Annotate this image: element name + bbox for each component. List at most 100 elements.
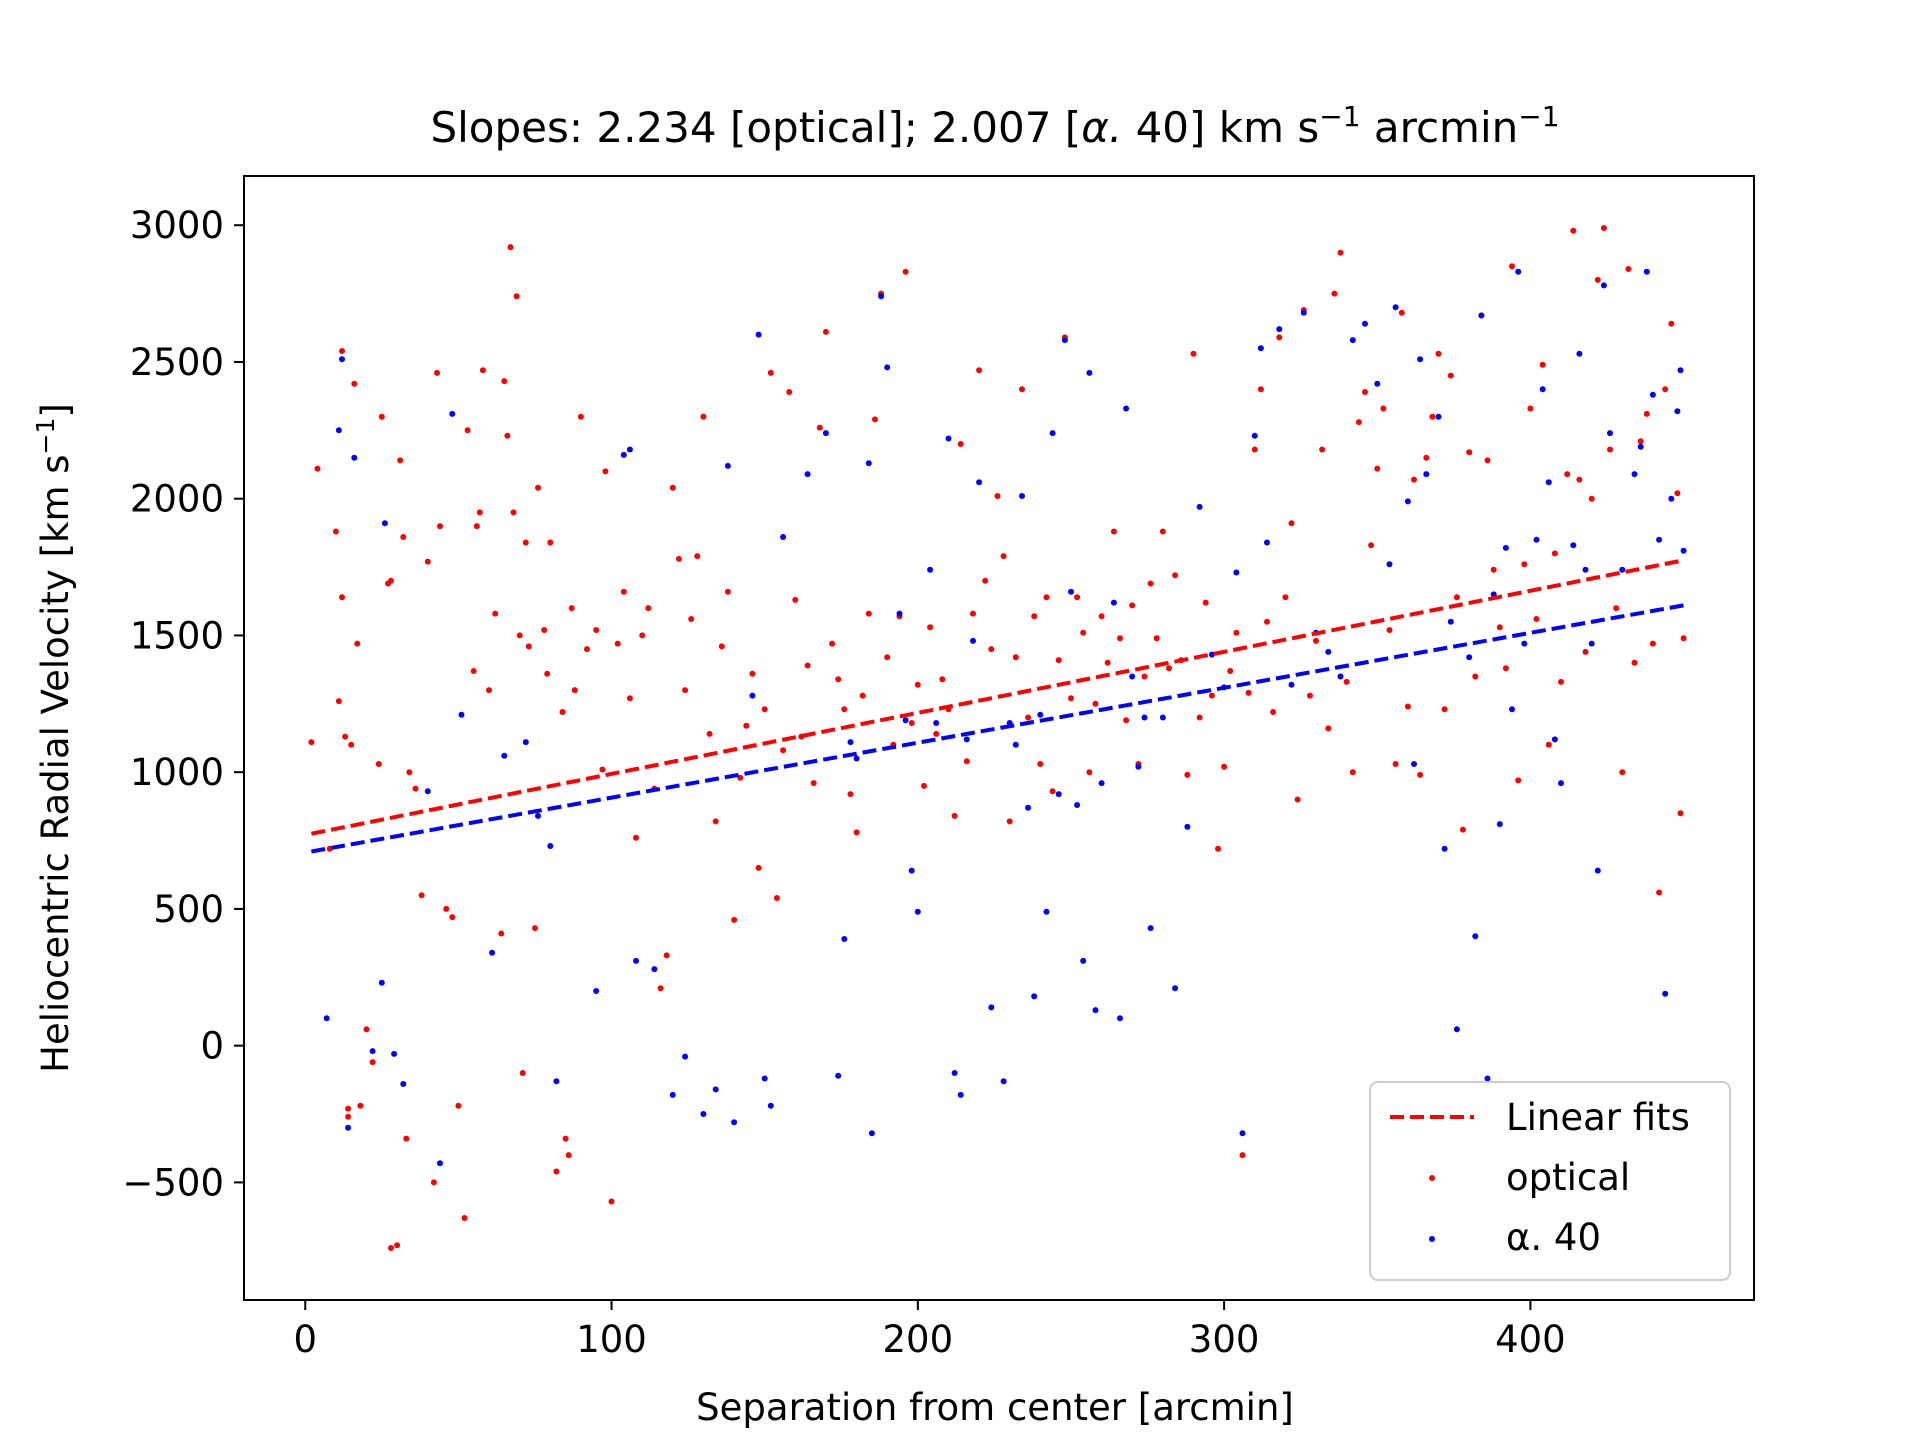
data-point — [902, 717, 909, 724]
data-point — [1533, 536, 1540, 543]
data-point — [562, 1135, 569, 1142]
data-point — [1196, 503, 1203, 510]
data-point — [434, 369, 440, 376]
data-point — [412, 785, 419, 792]
data-point — [1484, 457, 1491, 464]
legend-label-alpha40: α. 40 — [1506, 1216, 1601, 1259]
data-point — [749, 692, 756, 699]
data-point — [1460, 826, 1466, 833]
data-point — [927, 566, 934, 573]
data-point — [743, 722, 750, 729]
data-point — [982, 577, 989, 584]
data-point — [1637, 438, 1644, 445]
data-point — [908, 720, 915, 726]
data-point — [1251, 446, 1258, 453]
data-point — [553, 1168, 560, 1175]
data-point — [865, 460, 872, 467]
data-point — [1374, 465, 1381, 472]
data-point — [1043, 908, 1050, 915]
data-point — [345, 1124, 352, 1131]
data-point — [342, 733, 349, 740]
data-point — [458, 711, 465, 718]
data-point — [593, 627, 600, 633]
data-point — [1582, 648, 1589, 655]
data-point — [363, 1026, 370, 1033]
data-point — [1677, 367, 1684, 374]
data-point — [400, 534, 407, 540]
data-point — [332, 528, 339, 535]
data-point — [957, 1091, 964, 1098]
data-point — [1656, 536, 1663, 543]
data-point — [1680, 547, 1687, 554]
data-point — [822, 430, 829, 437]
data-point — [682, 687, 689, 694]
data-point — [669, 1091, 676, 1098]
data-point — [406, 769, 413, 776]
data-point — [1245, 689, 1252, 696]
data-point — [639, 632, 646, 639]
data-point — [1239, 1130, 1246, 1137]
data-point — [335, 698, 342, 705]
data-point — [1331, 290, 1338, 297]
data-point — [1221, 763, 1228, 770]
data-point — [547, 539, 554, 546]
y-axis-ticks: −500 0 500 1000 1500 2000 2500 3000 — [122, 204, 244, 1204]
data-point — [1447, 618, 1454, 625]
data-point — [1527, 405, 1534, 412]
data-point — [1184, 823, 1191, 830]
data-point — [657, 985, 664, 992]
data-point — [455, 1102, 462, 1109]
data-point — [1306, 692, 1313, 699]
data-point — [1012, 741, 1019, 748]
data-point — [1649, 640, 1656, 647]
data-point — [1025, 714, 1032, 721]
y-tick-label: 0 — [200, 1025, 224, 1068]
data-point — [1411, 476, 1417, 483]
data-point — [1613, 605, 1620, 612]
data-point — [535, 484, 541, 491]
y-tick-label: 2000 — [130, 478, 224, 521]
data-point — [400, 1081, 407, 1087]
data-point — [853, 829, 860, 836]
data-point — [1435, 413, 1442, 420]
data-point — [816, 424, 823, 431]
data-point — [1098, 780, 1105, 787]
data-point — [1343, 678, 1350, 685]
legend: Linear fits optical α. 40 — [1369, 1081, 1731, 1281]
data-point — [354, 640, 361, 647]
data-point — [1117, 1015, 1123, 1022]
data-point — [853, 755, 860, 762]
data-point — [1251, 432, 1258, 439]
data-point — [1129, 602, 1136, 609]
data-point — [633, 957, 639, 964]
data-point — [1190, 350, 1197, 357]
data-point — [397, 457, 404, 464]
data-point — [761, 1075, 768, 1082]
legend-label-optical: optical — [1506, 1156, 1630, 1199]
data-point — [620, 451, 627, 458]
data-point — [767, 1102, 774, 1109]
data-point — [1031, 613, 1038, 620]
data-point — [522, 739, 529, 746]
data-point — [1147, 925, 1154, 932]
data-point — [345, 1113, 352, 1120]
data-point — [1037, 711, 1044, 718]
data-point — [1061, 337, 1068, 344]
data-point — [724, 588, 731, 595]
data-point — [868, 1130, 875, 1137]
data-point — [516, 632, 523, 639]
data-point — [1215, 845, 1221, 852]
data-point — [501, 378, 508, 385]
y-tick-label: 2500 — [130, 341, 224, 384]
data-point — [1141, 673, 1148, 680]
x-tick-label: 100 — [576, 1318, 647, 1361]
data-point — [1025, 804, 1032, 811]
data-point — [669, 484, 676, 491]
data-point — [1270, 709, 1277, 715]
data-point — [1325, 725, 1332, 732]
data-point — [810, 780, 817, 787]
data-point — [335, 427, 342, 434]
data-point — [1484, 1075, 1491, 1082]
data-point — [1668, 320, 1675, 327]
